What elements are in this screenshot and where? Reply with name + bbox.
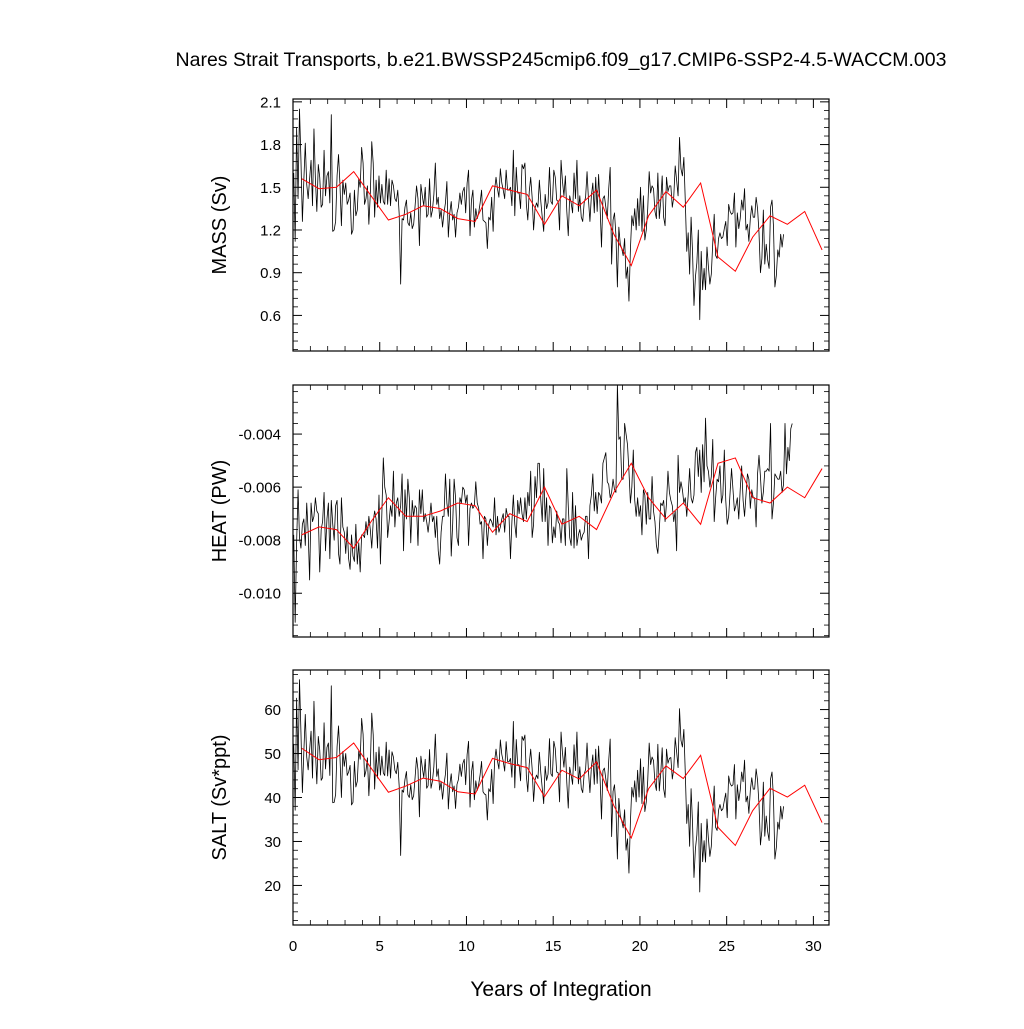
- panel-salt-y-axis-label: SALT (Sv*ppt): [209, 735, 231, 861]
- panel-salt-y-tick-label: 50: [264, 746, 281, 763]
- panel-mass-y-tick-label: 1.5: [260, 180, 281, 197]
- panel-heat-y-tick-label: -0.004: [238, 427, 281, 444]
- x-tick-label: 15: [545, 938, 562, 955]
- chart-title: Nares Strait Transports, b.e21.BWSSP245c…: [176, 49, 947, 71]
- panel-heat-y-tick-label: -0.008: [238, 533, 281, 550]
- x-axis-label: Years of Integration: [470, 978, 651, 1001]
- panel-heat-y-tick-label: -0.006: [238, 480, 281, 497]
- panel-mass-y-axis-label: MASS (Sv): [209, 176, 231, 275]
- panel-salt-y-tick-label: 40: [264, 790, 281, 807]
- panel-heat-y-axis-label: HEAT (PW): [209, 460, 231, 563]
- panel-salt-monthly-series-line: [293, 679, 784, 893]
- panel-salt-y-tick-label: 30: [264, 834, 281, 851]
- panel-heat-annual-mean-line: [301, 457, 823, 549]
- x-tick-label: 10: [458, 938, 475, 955]
- panel-mass-y-tick-label: 0.6: [260, 308, 281, 325]
- panel-salt: 20 30 40 50 60 0 5 10 15 20 25 30 SALT (Sv*ppt): [209, 669, 830, 955]
- x-tick-label: 0: [289, 938, 297, 955]
- x-tick-label: 5: [376, 938, 384, 955]
- x-tick-label: 25: [718, 938, 735, 955]
- panel-heat-monthly-series-line: [293, 385, 793, 623]
- panel-mass-y-tick-label: 2.1: [260, 94, 281, 111]
- panel-mass-y-tick-label: 1.2: [260, 222, 281, 239]
- panel-heat-y-tick-label: -0.010: [238, 586, 281, 603]
- panel-mass-y-tick-label: 1.8: [260, 137, 281, 154]
- x-tick-label: 20: [632, 938, 649, 955]
- panel-mass-monthly-series-line: [293, 108, 784, 321]
- panel-salt-y-tick-label: 60: [264, 702, 281, 719]
- panel-mass-annual-mean-line: [301, 170, 823, 273]
- panel-mass-frame: [292, 98, 830, 352]
- x-tick-label: 30: [805, 938, 822, 955]
- panel-mass: 0.6 0.9 1.2 1.5 1.8 2.1 MASS (Sv): [209, 94, 830, 352]
- panel-mass-y-tick-label: 0.9: [260, 265, 281, 282]
- panel-heat: -0.010 -0.008 -0.006 -0.004 HEAT (PW): [209, 384, 830, 638]
- panel-heat-frame: [292, 384, 830, 638]
- panel-salt-annual-mean-line: [301, 742, 823, 847]
- panel-salt-y-tick-label: 20: [264, 878, 281, 895]
